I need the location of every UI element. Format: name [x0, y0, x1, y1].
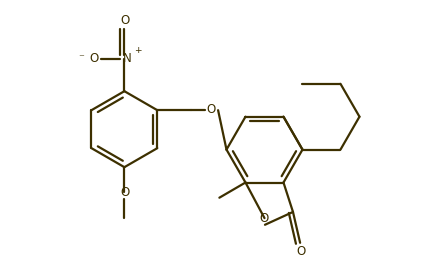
Text: ⁻: ⁻	[79, 53, 85, 63]
Text: +: +	[134, 46, 141, 55]
Text: O: O	[296, 245, 305, 258]
Text: O: O	[260, 212, 269, 225]
Text: O: O	[120, 186, 129, 199]
Text: O: O	[120, 15, 129, 27]
Text: N: N	[123, 52, 132, 65]
Text: O: O	[90, 52, 99, 65]
Text: O: O	[207, 103, 216, 116]
